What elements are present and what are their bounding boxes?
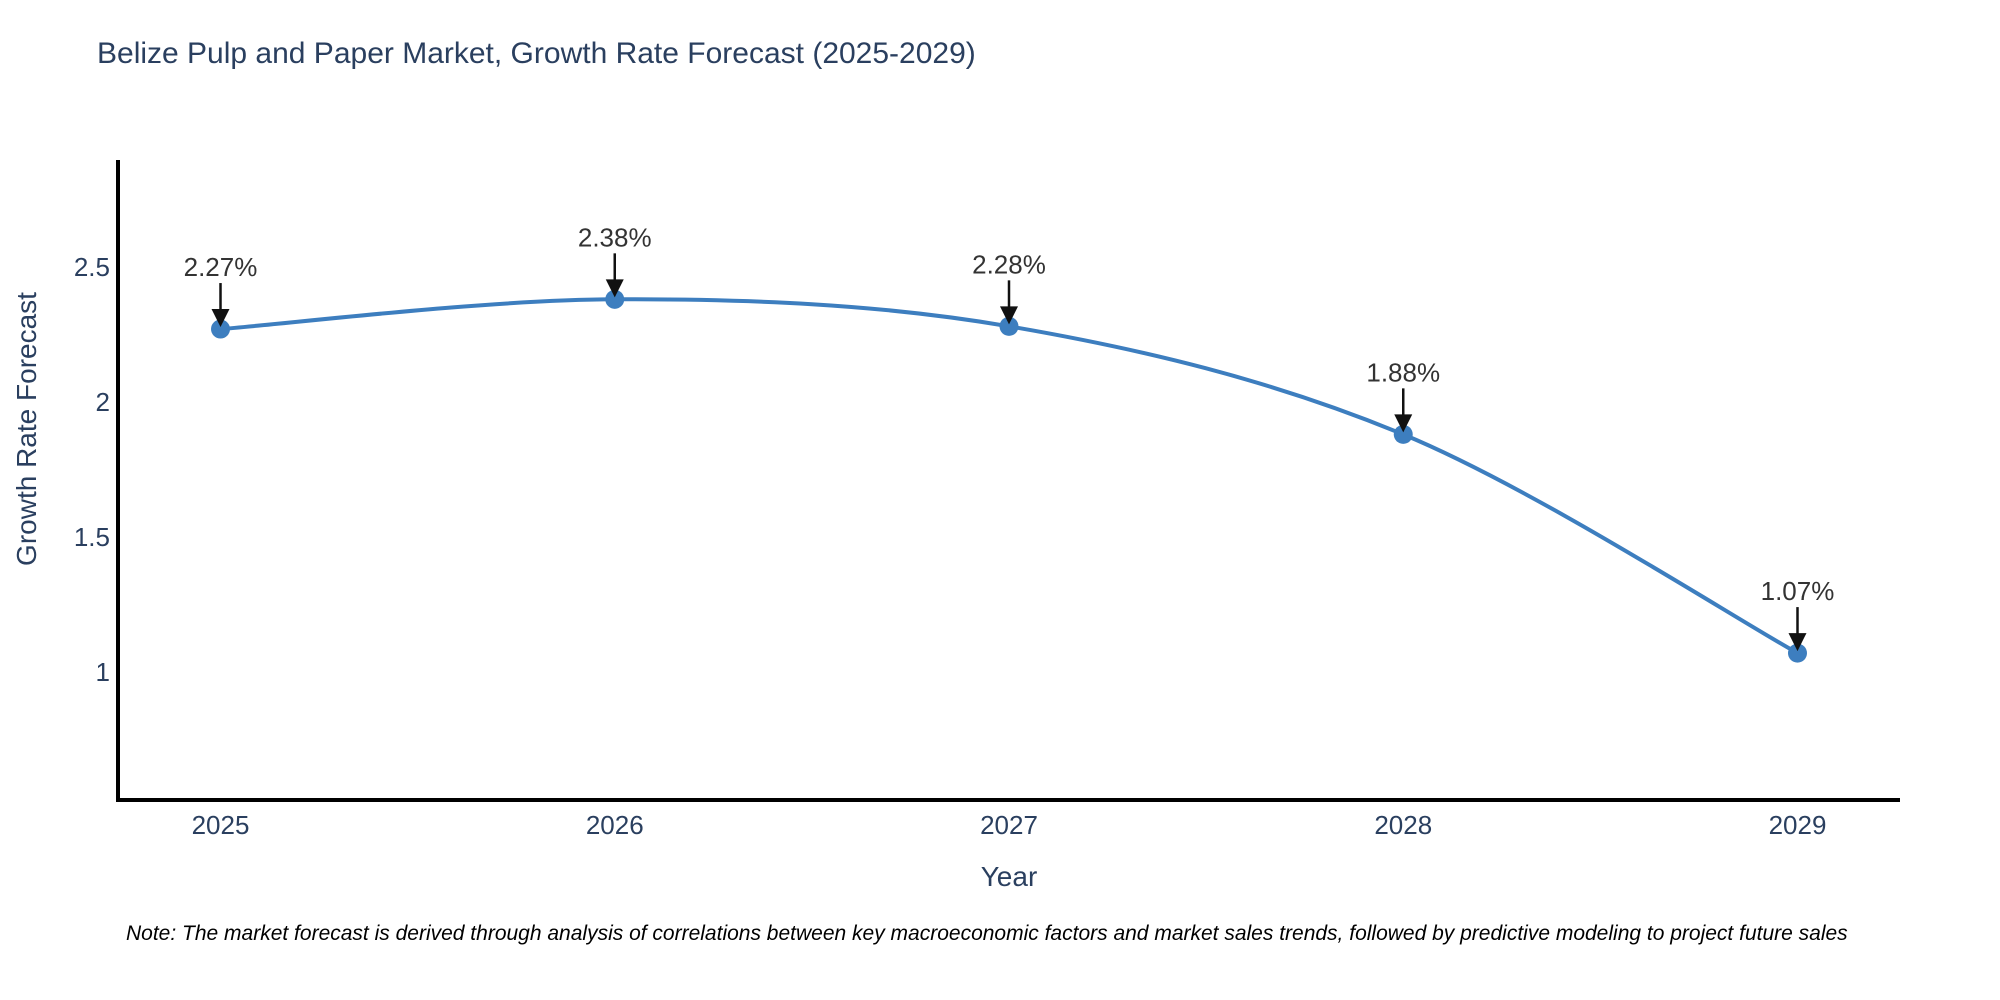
data-point-2026 — [605, 289, 625, 309]
forecast-line — [220, 297, 1799, 655]
x-tick-label: 2027 — [980, 810, 1038, 840]
y-tick-label: 2 — [96, 387, 110, 417]
data-point-2027 — [999, 316, 1019, 336]
annotation-arrowhead — [1788, 633, 1807, 652]
chart-title: Belize Pulp and Paper Market, Growth Rat… — [97, 37, 976, 70]
x-tick-label: 2029 — [1769, 810, 1827, 840]
annotation-arrowhead — [211, 309, 230, 328]
data-point-2028 — [1393, 424, 1413, 444]
x-tick-label: 2025 — [192, 810, 250, 840]
data-point-label: 1.88% — [1366, 357, 1440, 387]
data-point-label: 2.28% — [972, 249, 1046, 279]
annotation-arrowhead — [605, 279, 624, 298]
data-point-label: 1.07% — [1761, 576, 1835, 606]
y-tick-label: 2.5 — [74, 252, 110, 282]
data-point-label: 2.38% — [578, 222, 652, 252]
y-tick-label: 1 — [96, 657, 110, 687]
x-axis-title: Year — [980, 861, 1038, 892]
y-tick-label: 1.5 — [74, 522, 110, 552]
data-point-label: 2.27% — [184, 252, 258, 282]
data-point-2029 — [1787, 643, 1807, 663]
data-point-2025 — [211, 319, 231, 339]
x-tick-label: 2026 — [586, 810, 644, 840]
footnote: Note: The market forecast is derived thr… — [126, 922, 1848, 945]
x-tick-label: 2028 — [1374, 810, 1432, 840]
annotation-arrowhead — [1394, 414, 1413, 433]
annotation-arrowhead — [1000, 306, 1018, 325]
